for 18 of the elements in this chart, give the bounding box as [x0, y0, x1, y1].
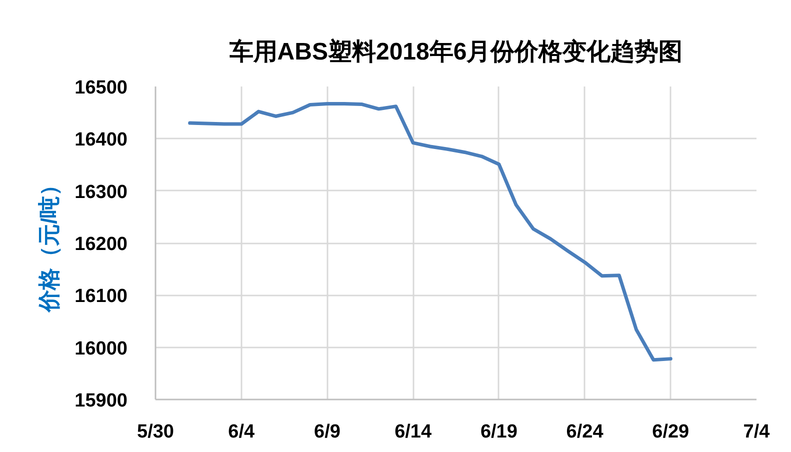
x-tick-label: 5/30: [137, 422, 174, 442]
x-tick-label: 6/9: [314, 422, 340, 442]
y-tick-label: 16400: [74, 130, 128, 151]
x-tick-label: 6/19: [480, 422, 518, 442]
y-tick-label: 16500: [74, 78, 128, 98]
y-tick-label: 16000: [74, 338, 128, 360]
y-tick-label: 16200: [74, 234, 128, 255]
x-tick-label: 6/24: [566, 422, 604, 442]
y-tick-label: 15900: [74, 390, 128, 412]
y-tick-label: 16300: [74, 182, 128, 203]
line-series: [188, 102, 672, 362]
y-axis-title: 价格（元/吨）: [36, 174, 62, 314]
y-tick-label: 16100: [74, 286, 128, 308]
x-tick-label: 6/14: [394, 422, 432, 442]
x-tick-label: 6/4: [228, 422, 255, 442]
x-tick-label: 7/4: [743, 422, 770, 442]
chart-title: 车用ABS塑料2018年6月份价格变化趋势图: [228, 38, 683, 66]
x-tick-label: 6/29: [652, 422, 690, 442]
